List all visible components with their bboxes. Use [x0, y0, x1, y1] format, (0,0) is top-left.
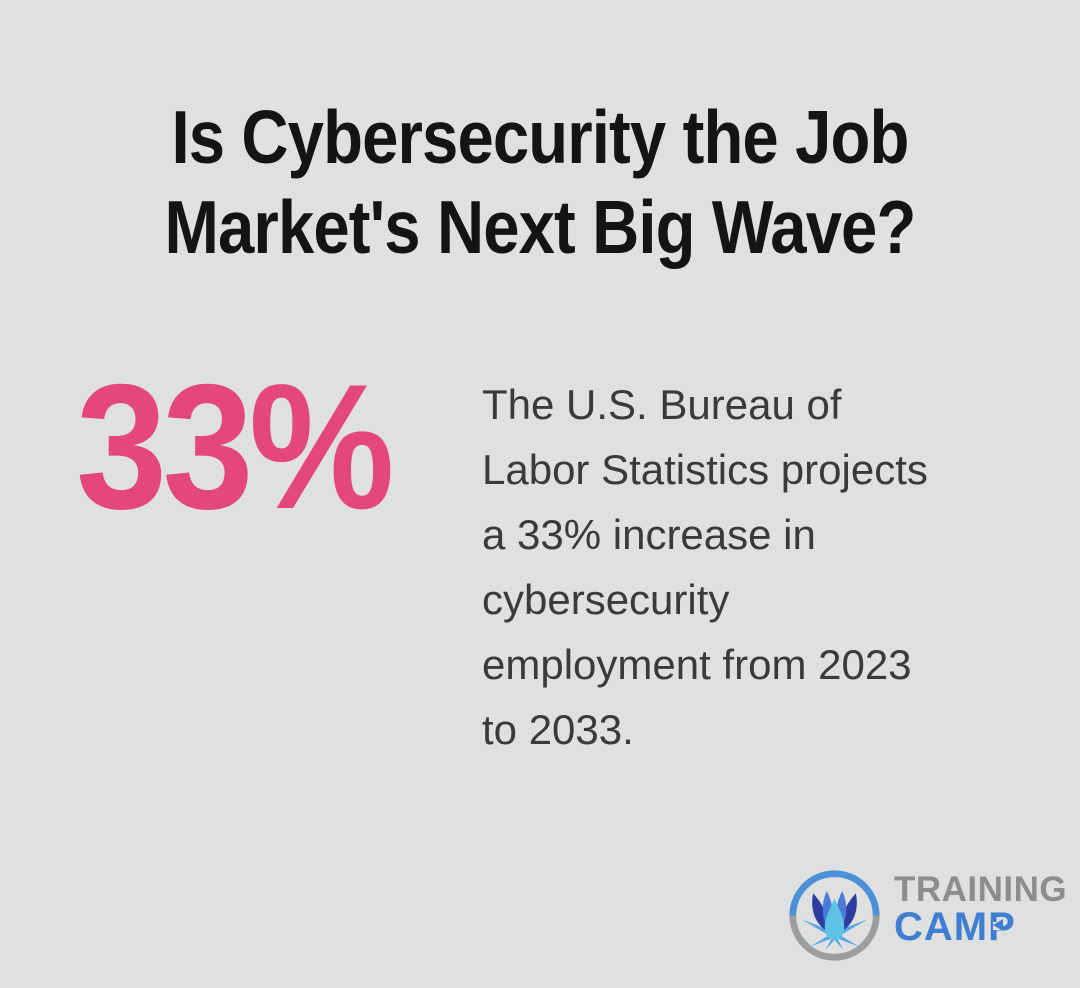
stat-description-line: a 33% increase in: [482, 511, 816, 558]
stat-description-line: cybersecurity: [482, 576, 730, 623]
stat-description-line: The U.S. Bureau of: [482, 381, 842, 428]
logo-text-camp: CAMP: [894, 905, 1016, 949]
stat-value: 33%: [76, 347, 395, 546]
logo-text-training: TRAINING: [894, 870, 1068, 909]
logo-arrow-icon: [993, 919, 1003, 931]
stat-description-line: to 2033.: [482, 706, 634, 753]
stat-description: The U.S. Bureau of Labor Statistics proj…: [482, 372, 928, 762]
page-title-line-2: Market's Next Big Wave?: [164, 185, 917, 269]
stat-description-line: Labor Statistics projects: [482, 446, 928, 493]
training-camp-logo: TRAINING CAMP: [786, 867, 1080, 964]
page-title: Is Cybersecurity the Job Market's Next B…: [70, 92, 1010, 272]
page-title-line-1: Is Cybersecurity the Job: [171, 95, 909, 179]
logo-wordmark: TRAINING CAMP: [894, 872, 1080, 947]
stat-description-line: employment from 2023: [482, 641, 912, 688]
lotus-in-circle-icon: [786, 867, 883, 964]
